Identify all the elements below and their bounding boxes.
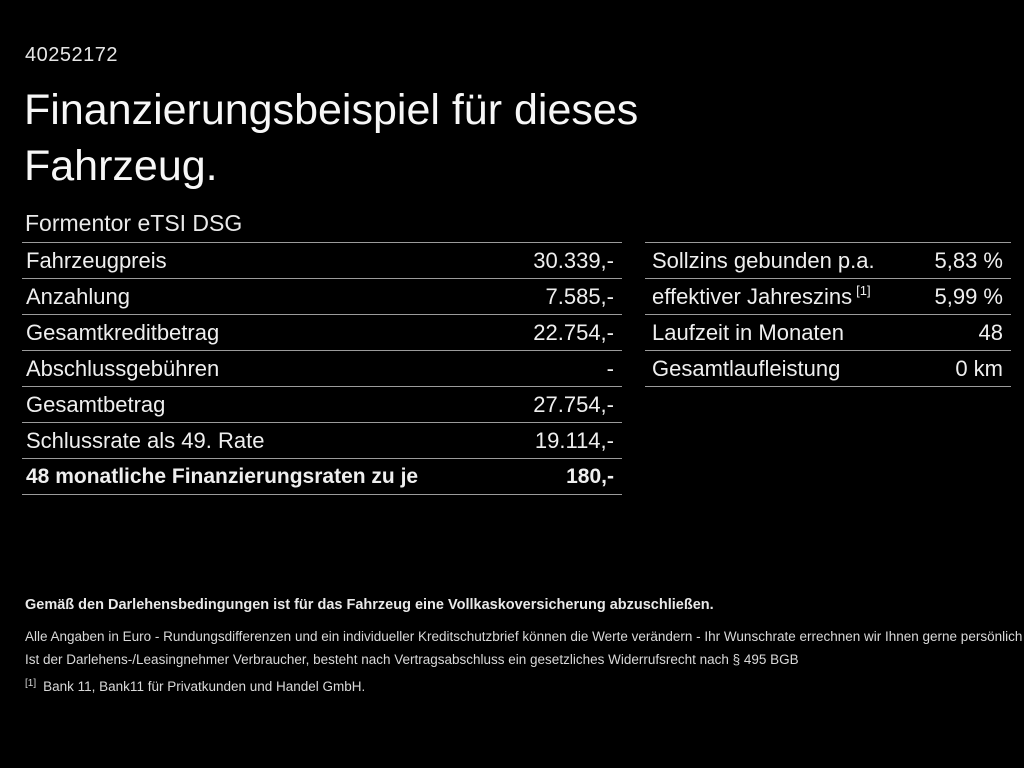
disclaimer-note-1: Alle Angaben in Euro - Rundungsdifferenz… bbox=[25, 629, 1023, 644]
row-value: 27.754,- bbox=[533, 391, 614, 417]
row-label: Gesamtlaufleistung bbox=[652, 355, 841, 381]
row-value: 7.585,- bbox=[545, 283, 615, 309]
row-label: 48 monatliche Finanzierungsraten zu je bbox=[26, 464, 419, 488]
table-row-fahrzeugpreis: Fahrzeugpreis 30.339,- bbox=[22, 243, 622, 279]
table-row-laufzeit: Laufzeit in Monaten 48 bbox=[645, 315, 1011, 351]
row-value: 19.114,- bbox=[534, 427, 614, 453]
table-row-sollzins: Sollzins gebunden p.a. 5,83 % bbox=[645, 243, 1011, 279]
row-label: effektiver Jahreszins [1] bbox=[652, 284, 871, 310]
table-row-gesamtkreditbetrag: Gesamtkreditbetrag 22.754,- bbox=[22, 315, 622, 351]
row-value: 30.339,- bbox=[533, 247, 614, 273]
row-label: Laufzeit in Monaten bbox=[652, 319, 845, 345]
row-label: Gesamtkreditbetrag bbox=[26, 319, 220, 345]
row-value: 48 bbox=[978, 319, 1003, 345]
vehicle-id: 40252172 bbox=[25, 44, 118, 66]
table-row-gesamtbetrag: Gesamtbetrag 27.754,- bbox=[22, 387, 622, 423]
table-row-schlussrate: Schlussrate als 49. Rate 19.114,- bbox=[22, 423, 622, 459]
row-value: 5,99 % bbox=[934, 283, 1004, 309]
bank-footnote: [1] Bank 11, Bank11 für Privatkunden und … bbox=[25, 677, 366, 694]
row-value: 22.754,- bbox=[533, 319, 614, 345]
table-row-gesamtlaufleistung: Gesamtlaufleistung 0 km bbox=[645, 351, 1011, 387]
row-value: 0 km bbox=[955, 355, 1003, 381]
insurance-requirement-note: Gemäß den Darlehensbedingungen ist für d… bbox=[25, 597, 714, 613]
footnote-text: Bank 11, Bank11 für Privatkunden und Han… bbox=[43, 679, 366, 694]
financing-conditions-table: Sollzins gebunden p.a. 5,83 % effektiver… bbox=[645, 242, 1011, 387]
row-label: Abschlussgebühren bbox=[26, 355, 220, 381]
disclaimer-note-2: Ist der Darlehens-/Leasingnehmer Verbrau… bbox=[25, 652, 799, 667]
row-label: Gesamtbetrag bbox=[26, 391, 166, 417]
table-row-abschlussgebuehren: Abschlussgebühren - bbox=[22, 351, 622, 387]
row-value: 5,83 % bbox=[934, 247, 1004, 273]
footnote-reference: [1] bbox=[856, 283, 871, 299]
row-label: Schlussrate als 49. Rate bbox=[26, 427, 265, 453]
financing-details-table: Fahrzeugpreis 30.339,- Anzahlung 7.585,-… bbox=[22, 242, 622, 495]
vehicle-model-name: Formentor eTSI DSG bbox=[25, 210, 243, 236]
row-label: Fahrzeugpreis bbox=[26, 247, 167, 273]
table-row-effektiver-jahreszins: effektiver Jahreszins [1] 5,99 % bbox=[645, 279, 1011, 315]
row-label: Anzahlung bbox=[26, 283, 130, 309]
row-label: Sollzins gebunden p.a. bbox=[652, 247, 875, 273]
footnote-marker: [1] bbox=[25, 677, 37, 689]
row-value: - bbox=[606, 355, 614, 381]
page-title-line-1: Finanzierungsbeispiel für dieses bbox=[24, 86, 639, 134]
page-title-line-2: Fahrzeug. bbox=[24, 142, 218, 190]
row-value: 180,- bbox=[566, 464, 614, 488]
table-row-anzahlung: Anzahlung 7.585,- bbox=[22, 279, 622, 315]
page-title: Finanzierungsbeispiel für dieses Fahrzeu… bbox=[24, 82, 638, 194]
table-row-monatsrate: 48 monatliche Finanzierungsraten zu je 1… bbox=[22, 459, 622, 495]
row-label-text: effektiver Jahreszins bbox=[652, 283, 853, 309]
